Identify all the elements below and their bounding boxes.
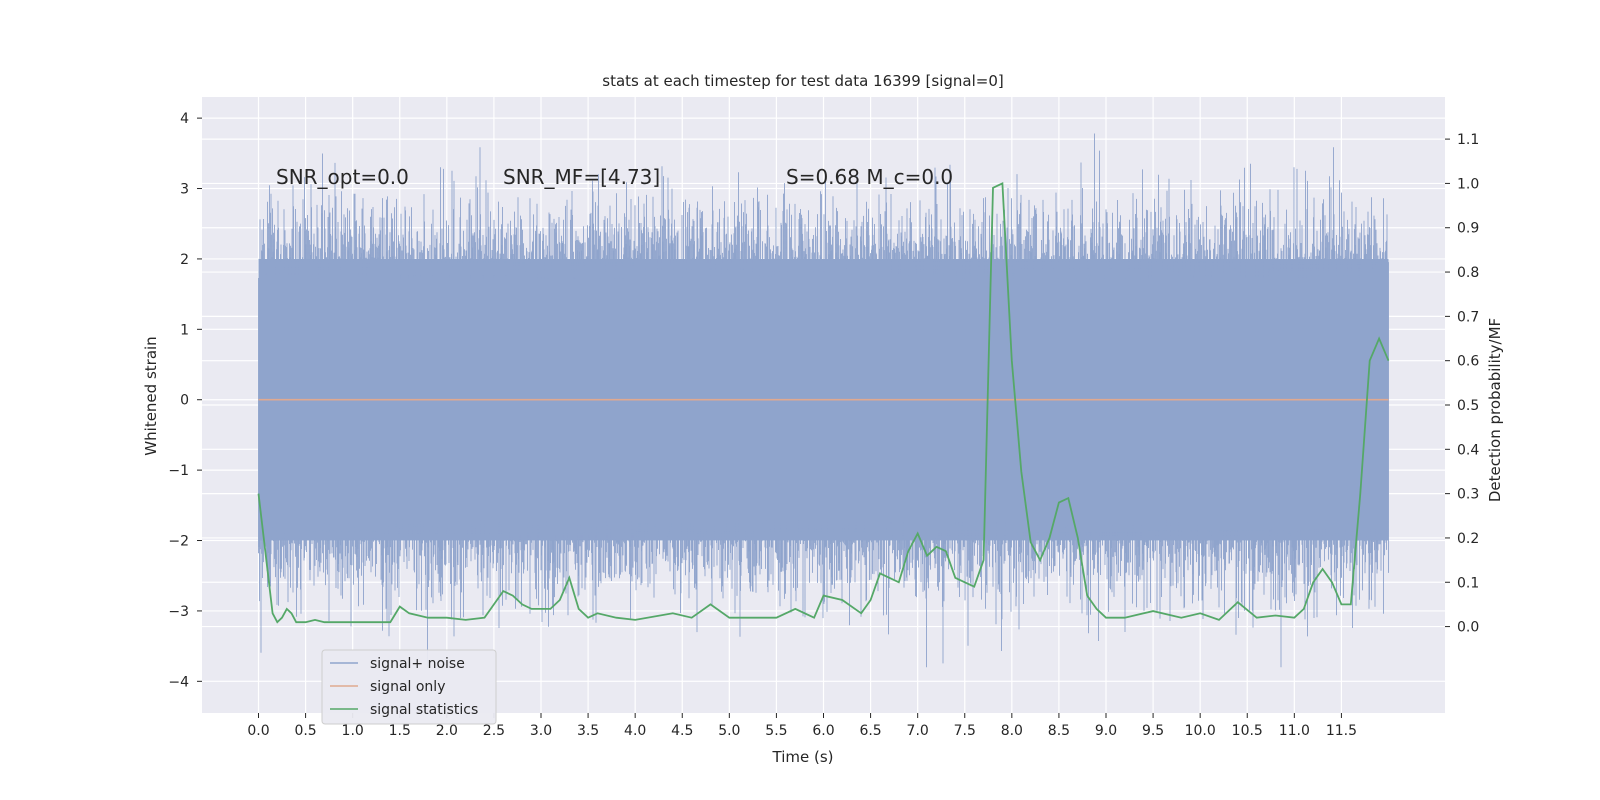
x-tick-label-5: 2.5 [483, 723, 505, 739]
x-axis-title: Time (s) [772, 748, 834, 766]
yl-tick-label-7: −3 [168, 604, 189, 620]
y-axis-right-ticks: 1.1 1.0 0.9 0.8 0.7 0.6 0.5 0.4 0.3 0.2 0.1 0.0 [1445, 132, 1479, 636]
x-tick-label-18: 9.0 [1095, 723, 1117, 739]
yl-tick-label-6: −2 [168, 534, 189, 550]
x-tick-label-13: 6.5 [859, 723, 881, 739]
x-tick-label-21: 10.5 [1232, 723, 1263, 739]
noise-trace [258, 133, 1389, 668]
x-tick-label-11: 5.5 [765, 723, 787, 739]
x-tick-label-10: 5.0 [718, 723, 740, 739]
yr-tick-label-4: 0.7 [1457, 309, 1479, 325]
yl-tick-label-4: 0 [180, 393, 189, 409]
x-tick-label-7: 3.5 [577, 723, 599, 739]
chart-title: stats at each timestep for test data 163… [602, 72, 1003, 90]
annotation-snr-mf: SNR_MF=[4.73] [503, 165, 660, 189]
yr-tick-label-9: 0.2 [1457, 531, 1479, 547]
annotation-s-mc: S=0.68 M_c=0.0 [786, 165, 953, 189]
x-tick-label-1: 0.5 [294, 723, 316, 739]
yl-tick-label-3: 1 [180, 322, 189, 338]
yl-tick-label-1: 3 [180, 182, 189, 198]
yl-tick-label-2: 2 [180, 252, 189, 268]
x-tick-label-20: 10.0 [1185, 723, 1216, 739]
y-axis-left-title: Whitened strain [142, 336, 160, 455]
yr-tick-label-7: 0.4 [1457, 442, 1479, 458]
x-tick-label-2: 1.0 [342, 723, 364, 739]
x-tick-label-12: 6.0 [812, 723, 834, 739]
yl-tick-label-0: 4 [180, 111, 189, 127]
x-tick-label-23: 11.5 [1326, 723, 1357, 739]
series-signal-statistics [257, 182, 1390, 624]
x-tick-label-14: 7.0 [907, 723, 929, 739]
yr-tick-label-6: 0.5 [1457, 398, 1479, 414]
x-tick-label-19: 9.5 [1142, 723, 1164, 739]
x-tick-label-22: 11.0 [1279, 723, 1310, 739]
annotation-snr-opt: SNR_opt=0.0 [276, 165, 409, 189]
legend-label-signal-noise: signal+ noise [370, 656, 465, 672]
yr-tick-label-8: 0.3 [1457, 487, 1479, 503]
x-tick-label-0: 0.0 [247, 723, 269, 739]
y-axis-right-title: Detection probability/MF [1486, 318, 1504, 502]
x-tick-label-4: 2.0 [436, 723, 458, 739]
yr-tick-label-3: 0.8 [1457, 265, 1479, 281]
x-tick-label-16: 8.0 [1001, 723, 1023, 739]
yl-tick-label-8: −4 [168, 674, 189, 690]
x-tick-label-17: 8.5 [1048, 723, 1070, 739]
x-tick-label-8: 4.0 [624, 723, 646, 739]
annotations: SNR_opt=0.0 SNR_MF=[4.73] S=0.68 M_c=0.0 [276, 165, 953, 189]
x-tick-label-6: 3.0 [530, 723, 552, 739]
yl-tick-label-5: −1 [168, 463, 189, 479]
yr-tick-label-10: 0.1 [1457, 575, 1479, 591]
yr-tick-label-5: 0.6 [1457, 354, 1479, 370]
y-axis-left-ticks: 4 3 2 1 0 −1 −2 −3 −4 [168, 111, 202, 690]
yr-tick-label-11: 0.0 [1457, 620, 1479, 636]
x-tick-label-9: 4.5 [671, 723, 693, 739]
legend: signal+ noise signal only signal statist… [321, 649, 497, 725]
legend-label-signal-statistics: signal statistics [370, 702, 478, 718]
yr-tick-label-0: 1.1 [1457, 132, 1479, 148]
x-tick-label-15: 7.5 [954, 723, 976, 739]
legend-label-signal-only: signal only [370, 679, 445, 695]
yr-tick-label-1: 1.0 [1457, 176, 1479, 192]
x-tick-label-3: 1.5 [389, 723, 411, 739]
x-axis-ticks: 0.0 0.5 1.0 1.5 2.0 2.5 3.0 3.5 4.0 4.5 5.0 5.5 6.0 6… [247, 713, 1357, 739]
yr-tick-label-2: 0.9 [1457, 221, 1479, 237]
legend-box [321, 649, 497, 725]
statistics-line [257, 182, 1390, 624]
